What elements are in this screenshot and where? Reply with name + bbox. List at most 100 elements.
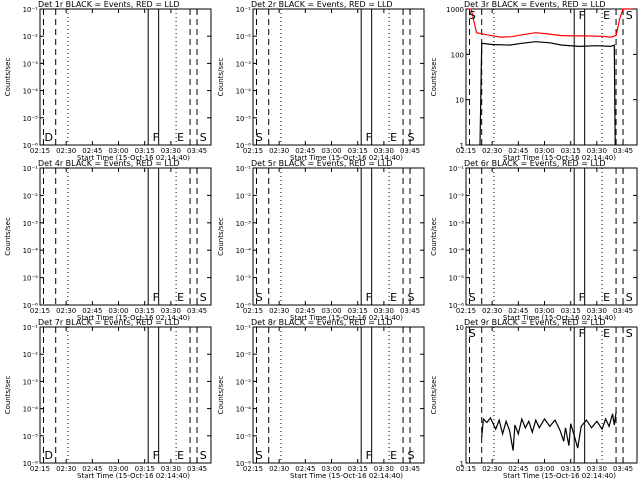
x-tick-label: 03:45 xyxy=(613,147,633,155)
y-tick-label: 10⁻⁶ xyxy=(449,302,465,310)
x-tick-label: 02:45 xyxy=(508,465,528,473)
x-tick-label: 03:45 xyxy=(400,147,420,155)
y-tick-label: 10⁻¹ xyxy=(23,165,39,173)
data-series-line xyxy=(481,411,617,451)
x-tick-label: 02:30 xyxy=(482,307,502,315)
x-tick-label: 02:45 xyxy=(508,307,528,315)
panel-title: Det 4r BLACK = Events, RED = LLD xyxy=(38,159,180,168)
x-tick-label: 02:45 xyxy=(508,147,528,155)
x-tick-label: 03:45 xyxy=(400,307,420,315)
x-axis-label: Start Time (15-Oct-16 02:14:40) xyxy=(503,472,616,480)
y-axis-label: Counts/sec xyxy=(4,217,12,256)
x-tick-label: 02:45 xyxy=(82,307,102,315)
x-tick-label: 03:00 xyxy=(534,307,554,315)
y-axis-label: Counts/sec xyxy=(217,58,225,97)
y-tick-label: 10⁻² xyxy=(23,192,39,200)
y-tick-label: 1 xyxy=(460,142,464,150)
event-marker-label: S xyxy=(200,131,207,144)
plot-frame xyxy=(465,167,638,306)
event-marker-label: S xyxy=(626,327,633,340)
event-marker-label: S xyxy=(200,291,207,304)
x-axis-label: Start Time (15-Oct-16 02:14:40) xyxy=(290,154,403,162)
event-marker-label: D xyxy=(44,449,52,462)
panel-title: Det 6r BLACK = Events, RED = LLD xyxy=(464,159,606,168)
y-tick-label: 10⁻⁵ xyxy=(449,275,465,283)
plot-frame xyxy=(39,8,212,146)
panel-title: Det 5r BLACK = Events, RED = LLD xyxy=(251,159,393,168)
event-marker-label: S xyxy=(626,9,633,22)
panel-title: Det 9r BLACK = Events, RED = LLD xyxy=(464,318,606,327)
x-tick-label: 03:00 xyxy=(108,147,128,155)
y-tick-label: 10⁻⁴ xyxy=(23,406,39,414)
y-tick-label: 10⁻² xyxy=(23,33,39,41)
y-tick-label: 10⁻¹ xyxy=(449,165,465,173)
x-tick-label: 03:15 xyxy=(348,307,368,315)
x-axis-label: Start Time (15-Oct-16 02:14:40) xyxy=(290,314,403,322)
x-tick-label: 02:30 xyxy=(482,147,502,155)
y-axis-label: Counts/sec xyxy=(217,217,225,256)
x-tick-label: 03:30 xyxy=(374,307,394,315)
x-tick-label: 02:15 xyxy=(243,147,263,155)
y-axis-label: Counts/sec xyxy=(430,58,438,97)
y-tick-label: 10⁻¹ xyxy=(23,6,39,14)
x-tick-label: 03:00 xyxy=(108,465,128,473)
event-marker-label: F xyxy=(153,291,159,304)
y-tick-label: 10⁻² xyxy=(236,33,252,41)
y-tick-label: 10⁻³ xyxy=(449,220,465,228)
y-tick-label: 10⁻¹ xyxy=(236,6,252,14)
x-tick-label: 03:00 xyxy=(321,307,341,315)
x-tick-label: 03:45 xyxy=(187,307,207,315)
event-marker-label: F xyxy=(579,327,585,340)
y-tick-label: 10⁻⁴ xyxy=(23,247,39,255)
x-tick-label: 03:15 xyxy=(135,465,155,473)
x-tick-label: 02:45 xyxy=(82,147,102,155)
event-marker-label: E xyxy=(177,131,184,144)
x-tick-label: 03:15 xyxy=(561,465,581,473)
event-marker-label: E xyxy=(390,131,397,144)
panel-title: Det 1r BLACK = Events, RED = LLD xyxy=(38,0,180,9)
event-marker-label: E xyxy=(390,291,397,304)
y-tick-label: 10⁻² xyxy=(236,351,252,359)
event-marker-label: S xyxy=(408,131,415,144)
y-tick-label: 10⁻⁴ xyxy=(236,247,252,255)
event-marker-label: S xyxy=(469,9,476,22)
x-tick-label: 03:45 xyxy=(187,465,207,473)
data-series-line xyxy=(467,8,632,38)
y-tick-label: 10⁻¹ xyxy=(23,324,39,332)
x-tick-label: 03:45 xyxy=(400,465,420,473)
y-axis-label: Counts/sec xyxy=(4,58,12,97)
panel-det-6: Det 6r BLACK = Events, RED = LLD Counts/s… xyxy=(430,159,638,322)
plot-frame xyxy=(252,326,425,464)
y-axis-label: Counts/sec xyxy=(430,376,438,415)
x-axis-label: Start Time (15-Oct-16 02:14:40) xyxy=(77,472,190,480)
panel-det-2: Det 2r BLACK = Events, RED = LLD Counts/s… xyxy=(217,0,425,162)
x-tick-label: 02:30 xyxy=(56,465,76,473)
y-tick-label: 1000 xyxy=(446,6,464,14)
panel-det-9: Det 9r BLACK = Events, RED = LLD Counts/s… xyxy=(430,318,638,480)
event-marker-label: E xyxy=(390,449,397,462)
y-tick-label: 10 xyxy=(455,324,464,332)
event-marker-label: S xyxy=(256,131,263,144)
event-marker-label: E xyxy=(603,327,610,340)
event-marker-label: F xyxy=(579,291,585,304)
x-tick-label: 03:00 xyxy=(534,465,554,473)
plot-frame xyxy=(465,326,638,464)
y-tick-label: 10⁻⁴ xyxy=(236,88,252,96)
y-tick-label: 10⁻³ xyxy=(23,220,39,228)
y-tick-label: 10⁻⁶ xyxy=(23,460,39,468)
y-tick-label: 10⁻¹ xyxy=(236,165,252,173)
x-axis-label: Start Time (15-Oct-16 02:14:40) xyxy=(290,472,403,480)
x-tick-label: 03:15 xyxy=(135,147,155,155)
x-tick-label: 03:00 xyxy=(321,147,341,155)
event-marker-label: D xyxy=(44,131,52,144)
x-tick-label: 02:30 xyxy=(56,147,76,155)
y-tick-label: 10⁻⁵ xyxy=(23,275,39,283)
y-tick-label: 10⁻⁶ xyxy=(23,302,39,310)
x-tick-label: 03:30 xyxy=(587,465,607,473)
y-tick-label: 10⁻³ xyxy=(23,60,39,68)
event-marker-label: S xyxy=(469,327,476,340)
y-tick-label: 10⁻⁶ xyxy=(23,142,39,150)
panel-det-8: Det 8r BLACK = Events, RED = LLD Counts/s… xyxy=(217,318,425,480)
x-tick-label: 03:00 xyxy=(108,307,128,315)
y-tick-label: 10⁻² xyxy=(449,192,465,200)
